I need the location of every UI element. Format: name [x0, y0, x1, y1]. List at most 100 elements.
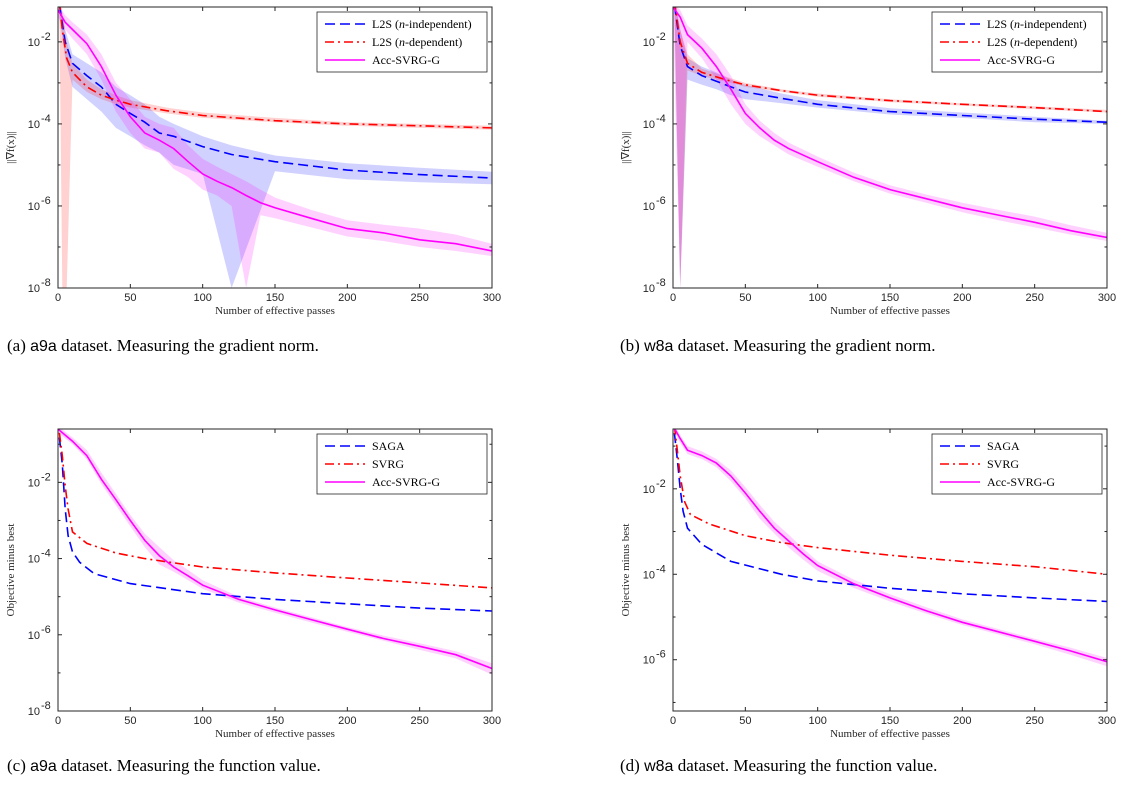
x-tick-label: 200	[338, 292, 356, 304]
legend-label: Acc-SVRG-G	[987, 475, 1055, 489]
legend-label: SVRG	[372, 457, 404, 471]
x-axis-title: Number of effective passes	[215, 728, 335, 740]
x-tick-label: 0	[670, 715, 676, 727]
x-tick-label: 250	[410, 715, 428, 727]
band-acc-svrg-g	[673, 7, 1107, 288]
x-tick-label: 50	[739, 292, 751, 304]
series-line-svrg	[58, 432, 492, 589]
legend-label: Acc-SVRG-G	[372, 475, 440, 489]
y-tick-exponent: -8	[41, 700, 51, 712]
legend-label: Acc-SVRG-G	[987, 53, 1055, 67]
x-tick-label: 50	[124, 715, 136, 727]
legend-label: SAGA	[987, 439, 1020, 453]
y-tick-exponent: -6	[656, 649, 666, 661]
plot-series	[58, 7, 492, 288]
series-line-svrg	[673, 429, 1107, 576]
series-line-acc-svrg-g	[673, 429, 1107, 663]
plot-series	[58, 429, 492, 675]
x-tick-label: 200	[953, 715, 971, 727]
y-tick-exponent: -4	[41, 548, 51, 560]
x-tick-label: 250	[1025, 715, 1043, 727]
x-tick-label: 100	[808, 715, 826, 727]
x-tick-label: 50	[124, 292, 136, 304]
legend-label: SAGA	[372, 439, 405, 453]
series-line-l2s-n-dependent-	[59, 7, 492, 129]
y-tick-label: 10	[28, 119, 40, 131]
series-line-l2s-n-dependent-	[674, 7, 1107, 113]
y-tick-label: 10	[28, 201, 40, 213]
y-tick-label: 10	[28, 554, 40, 566]
x-tick-label: 0	[55, 715, 61, 727]
panel-caption: (b) w8a dataset. Measuring the gradient …	[620, 336, 935, 355]
y-tick-exponent: -2	[656, 31, 666, 43]
y-tick-exponent: -8	[41, 277, 51, 289]
y-axis-title: ||∇f(x)||	[620, 131, 632, 164]
legend-label: SVRG	[987, 457, 1019, 471]
x-tick-label: 300	[1098, 292, 1116, 304]
band-acc-svrg-g	[58, 7, 492, 288]
band-acc-svrg-g	[58, 429, 492, 675]
y-tick-exponent: -4	[41, 113, 51, 125]
x-tick-label: 0	[55, 292, 61, 304]
y-tick-label: 10	[643, 484, 655, 496]
y-tick-exponent: -8	[656, 277, 666, 289]
y-tick-label: 10	[643, 37, 655, 49]
y-tick-label: 10	[28, 630, 40, 642]
x-tick-label: 150	[266, 715, 284, 727]
x-axis-title: Number of effective passes	[830, 728, 950, 740]
x-tick-label: 200	[953, 292, 971, 304]
series-line-acc-svrg-g	[58, 429, 492, 670]
x-tick-label: 150	[881, 715, 899, 727]
y-axis-title: Objective minus best	[620, 524, 632, 617]
y-tick-label: 10	[643, 119, 655, 131]
x-tick-label: 250	[410, 292, 428, 304]
y-tick-label: 10	[28, 477, 40, 489]
x-tick-label: 50	[739, 715, 751, 727]
y-tick-label: 10	[28, 37, 40, 49]
y-tick-exponent: -4	[656, 563, 666, 575]
y-tick-label: 10	[643, 569, 655, 581]
x-tick-label: 150	[881, 292, 899, 304]
series-line-acc-svrg-g	[673, 7, 1107, 239]
x-tick-label: 100	[193, 292, 211, 304]
y-tick-label: 10	[643, 201, 655, 213]
y-tick-label: 10	[28, 706, 40, 718]
y-tick-exponent: -6	[41, 195, 51, 207]
panel-caption: (a) a9a dataset. Measuring the gradient …	[7, 336, 319, 355]
y-axis-title: ||∇f(x)||	[5, 131, 17, 164]
y-tick-label: 10	[643, 655, 655, 667]
series-line-saga	[673, 433, 1107, 603]
x-tick-label: 300	[1098, 715, 1116, 727]
legend-label: L2S (n-independent)	[987, 17, 1087, 31]
y-axis-title: Objective minus best	[5, 524, 17, 617]
x-axis-title: Number of effective passes	[215, 305, 335, 317]
x-tick-label: 150	[266, 292, 284, 304]
x-tick-label: 0	[670, 292, 676, 304]
y-tick-label: 10	[643, 283, 655, 295]
y-tick-label: 10	[28, 283, 40, 295]
series-line-l2s-n-independent-	[673, 7, 1107, 123]
x-tick-label: 300	[483, 715, 501, 727]
x-tick-label: 300	[483, 292, 501, 304]
legend-label: Acc-SVRG-G	[372, 53, 440, 67]
x-axis-title: Number of effective passes	[830, 305, 950, 317]
legend-label: L2S (n-dependent)	[987, 35, 1077, 49]
y-tick-exponent: -4	[656, 113, 666, 125]
y-tick-exponent: -2	[656, 478, 666, 490]
x-tick-label: 100	[808, 292, 826, 304]
y-tick-exponent: -2	[41, 31, 51, 43]
panel-caption: (c) a9a dataset. Measuring the function …	[7, 756, 321, 775]
plot-series	[673, 7, 1107, 288]
x-tick-label: 250	[1025, 292, 1043, 304]
y-tick-exponent: -6	[656, 195, 666, 207]
x-tick-label: 200	[338, 715, 356, 727]
series-line-acc-svrg-g	[58, 9, 492, 252]
legend-label: L2S (n-dependent)	[372, 35, 462, 49]
legend-label: L2S (n-independent)	[372, 17, 472, 31]
series-line-l2s-n-independent-	[58, 7, 492, 179]
